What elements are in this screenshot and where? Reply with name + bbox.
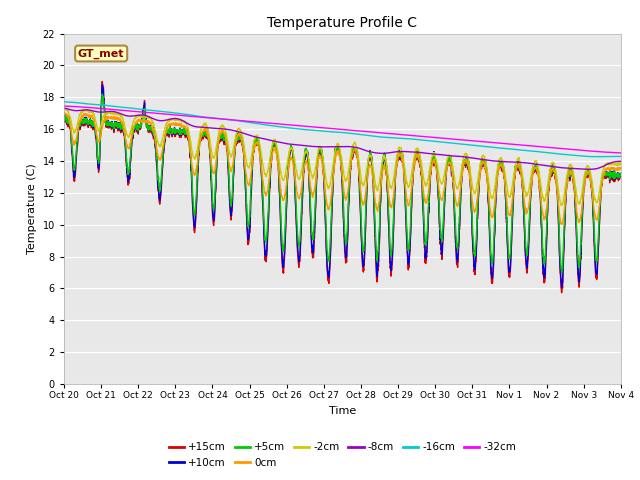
-16cm: [376, 134, 383, 140]
0cm: [236, 133, 244, 139]
+5cm: [60, 117, 68, 123]
+10cm: [99, 82, 106, 88]
-32cm: [60, 103, 68, 109]
0cm: [376, 192, 384, 198]
-16cm: [541, 150, 549, 156]
+5cm: [617, 171, 625, 177]
0cm: [617, 166, 625, 172]
Legend: +15cm, +10cm, +5cm, 0cm, -2cm, -8cm, -16cm, -32cm: +15cm, +10cm, +5cm, 0cm, -2cm, -8cm, -16…: [164, 438, 520, 472]
+10cm: [236, 133, 244, 139]
-2cm: [510, 169, 518, 175]
-32cm: [116, 107, 124, 113]
-2cm: [376, 176, 384, 182]
-2cm: [558, 203, 566, 208]
-8cm: [510, 159, 518, 165]
-8cm: [586, 167, 594, 172]
-16cm: [116, 104, 124, 110]
Line: +5cm: +5cm: [64, 94, 621, 273]
-2cm: [60, 106, 68, 112]
X-axis label: Time: Time: [329, 406, 356, 416]
+15cm: [542, 262, 550, 268]
-16cm: [236, 118, 244, 124]
+15cm: [617, 173, 625, 179]
-16cm: [609, 154, 617, 159]
0cm: [116, 115, 124, 121]
-2cm: [609, 161, 617, 167]
+5cm: [376, 207, 384, 213]
+5cm: [236, 133, 244, 139]
-2cm: [116, 110, 124, 116]
-16cm: [60, 99, 68, 105]
+5cm: [542, 246, 550, 252]
+15cm: [236, 134, 244, 140]
0cm: [60, 111, 68, 117]
Line: 0cm: 0cm: [64, 112, 621, 224]
+5cm: [609, 173, 617, 179]
0cm: [558, 221, 566, 227]
0cm: [510, 180, 518, 185]
Line: +15cm: +15cm: [64, 82, 621, 293]
+15cm: [116, 128, 124, 134]
+10cm: [116, 126, 124, 132]
Line: -8cm: -8cm: [64, 108, 621, 169]
+10cm: [542, 258, 550, 264]
-16cm: [617, 154, 625, 159]
+10cm: [60, 117, 68, 123]
0cm: [60, 109, 68, 115]
-32cm: [617, 150, 625, 156]
+10cm: [617, 171, 625, 177]
+5cm: [510, 176, 518, 182]
-32cm: [609, 150, 617, 156]
0cm: [542, 212, 550, 217]
+5cm: [99, 91, 106, 97]
-8cm: [116, 110, 124, 116]
Y-axis label: Temperature (C): Temperature (C): [27, 163, 37, 254]
Line: -2cm: -2cm: [64, 108, 621, 205]
+15cm: [510, 180, 518, 186]
+15cm: [609, 174, 617, 180]
-32cm: [236, 118, 244, 123]
Line: -16cm: -16cm: [64, 102, 621, 156]
+5cm: [116, 125, 124, 131]
+15cm: [376, 220, 384, 226]
-2cm: [542, 194, 550, 200]
-8cm: [617, 158, 625, 164]
Text: GT_met: GT_met: [78, 48, 124, 59]
Title: Temperature Profile C: Temperature Profile C: [268, 16, 417, 30]
-8cm: [541, 163, 549, 168]
-8cm: [376, 150, 383, 156]
Line: -32cm: -32cm: [64, 106, 621, 153]
-2cm: [617, 161, 625, 167]
+10cm: [609, 173, 617, 179]
-8cm: [609, 159, 617, 165]
+15cm: [557, 290, 565, 296]
0cm: [609, 166, 617, 171]
-32cm: [541, 144, 549, 150]
-32cm: [510, 142, 518, 147]
-8cm: [236, 129, 244, 135]
-32cm: [376, 130, 383, 136]
-2cm: [236, 127, 244, 133]
Line: +10cm: +10cm: [64, 85, 621, 288]
-2cm: [60, 105, 68, 111]
-8cm: [60, 105, 68, 111]
-16cm: [602, 154, 610, 159]
+15cm: [99, 79, 106, 84]
+10cm: [376, 216, 384, 222]
+10cm: [557, 285, 565, 290]
+15cm: [60, 119, 68, 125]
+10cm: [510, 178, 518, 184]
-16cm: [510, 146, 518, 152]
+5cm: [557, 270, 565, 276]
